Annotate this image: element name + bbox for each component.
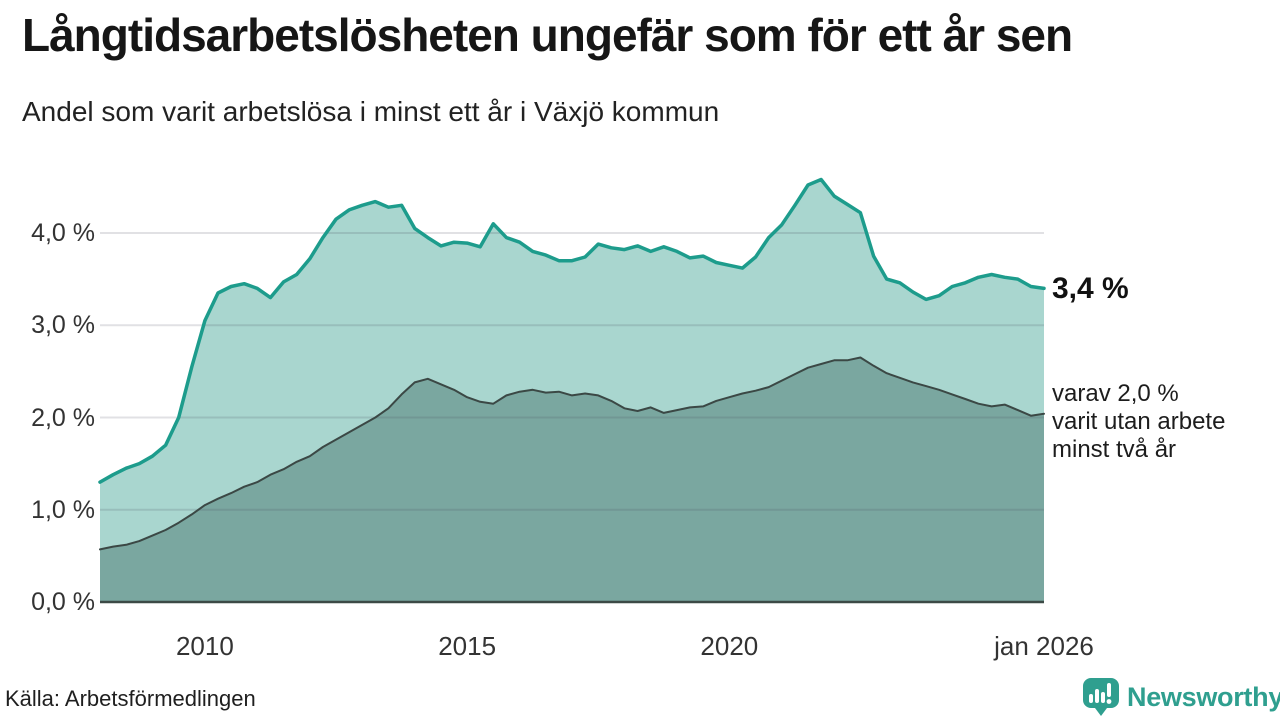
bar-chart-glyph	[1089, 683, 1112, 704]
y-tick-label: 0,0 %	[31, 588, 95, 616]
end-label-total: 3,4 %	[1052, 272, 1129, 305]
y-tick-label: 2,0 %	[31, 403, 95, 432]
x-tick-label: 2015	[438, 631, 497, 661]
newsworthy-logo-icon	[1083, 678, 1119, 716]
y-tick-label: 1,0 %	[31, 495, 95, 524]
end-label-two-years: varav 2,0 % varit utan arbete minst två …	[1052, 380, 1226, 463]
area-two-years	[100, 357, 1044, 602]
line-two-years	[99, 356, 1045, 551]
newsworthy-logo: Newsworthy	[1082, 677, 1280, 717]
y-tick-label: 4,0 %	[31, 219, 95, 247]
newsworthy-brand-text: Newsworthy	[1127, 681, 1280, 712]
line-one-year	[98, 177, 1046, 484]
x-tick-label: 2020	[700, 631, 759, 661]
y-tick-label: 3,0 %	[31, 311, 95, 340]
source-note: Källa: Arbetsförmedlingen	[5, 686, 256, 711]
gridlines	[100, 232, 1044, 511]
x-tick-label: jan 2026	[994, 631, 1094, 661]
page-title: Långtidsarbetslösheten ungefär som för e…	[22, 9, 1073, 61]
chart-subtitle: Andel som varit arbetslösa i minst ett å…	[22, 96, 720, 127]
x-tick-label: 2010	[175, 631, 234, 661]
